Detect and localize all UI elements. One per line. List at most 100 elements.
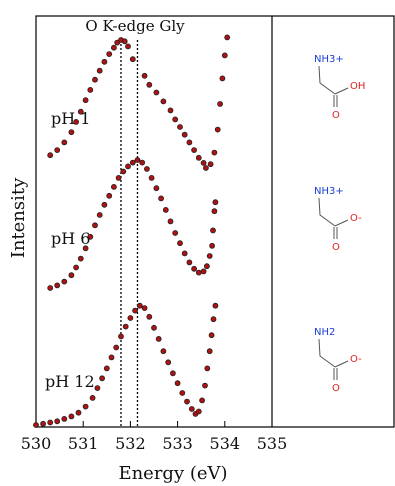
data-point [141,72,148,79]
data-point [73,264,79,271]
x-tick-label: 535 [257,434,288,453]
data-point [206,253,213,259]
data-point [47,285,54,291]
data-point [103,365,110,372]
data-point [132,307,139,314]
data-point [111,183,117,190]
data-point [188,406,195,412]
x-tick-label: 532 [115,434,146,453]
data-point [153,89,160,96]
data-point [106,192,113,199]
data-point [94,385,101,392]
data-point [134,157,141,163]
acid-group: O- [350,354,362,365]
bond [318,65,336,95]
carbonyl-oxygen: O [332,383,340,394]
data-point [77,255,84,262]
data-point [172,116,179,123]
molecule-structures: NH3+ OH O NH3+ O- O NH2 O- O [314,54,365,394]
data-point [155,335,162,342]
reference-lines [120,40,139,427]
data-point [151,324,157,331]
carbonyl-oxygen: O [332,242,340,253]
data-point [167,107,174,114]
data-point [68,413,75,420]
data-point [111,44,117,51]
data-point [115,174,122,181]
data-point [122,323,129,330]
x-axis-label: Energy (eV) [118,463,227,484]
data-point [199,397,206,404]
data-point [209,242,216,249]
data-point [172,230,179,236]
data-point [87,87,94,93]
data-point [212,302,219,309]
data-point [73,119,79,125]
data-point [113,344,120,351]
data-point [61,415,68,422]
data-point [203,263,210,270]
data-point [136,302,143,309]
data-point [125,43,131,50]
x-tick-label: 533 [162,434,193,453]
data-point [92,76,98,83]
acid-group: OH [350,81,365,92]
data-point [139,159,146,166]
data-point [181,250,188,257]
data-point [174,380,181,387]
data-points [33,34,231,428]
data-point [200,159,207,166]
data-point [54,147,61,154]
data-point [82,97,89,104]
data-point [61,139,68,146]
data-point [167,218,174,225]
amine-group: NH3+ [314,54,344,65]
data-point [162,206,169,213]
data-point [221,52,228,59]
data-point [101,58,108,65]
data-point [47,152,54,159]
data-point [33,422,39,428]
data-point [202,382,208,389]
molecule-1: NH3+ OH O [314,54,365,121]
data-point [61,278,68,285]
data-point [40,420,46,427]
amine-group: NH2 [314,327,335,338]
data-point [195,154,202,161]
data-point [207,161,214,168]
data-point [75,409,82,416]
plot-frame [35,15,395,428]
data-point [120,168,127,175]
data-point [148,174,155,181]
molecule-3: NH2 O- O [314,327,362,394]
bond [334,360,349,368]
carbonyl-oxygen: O [332,110,340,121]
data-point [101,201,108,208]
acid-group: O- [350,213,362,224]
data-point [177,124,183,130]
data-point [179,390,186,396]
data-point [202,165,209,171]
data-point [191,265,198,272]
data-point [210,227,216,234]
data-point [108,354,115,361]
data-point [206,348,213,355]
data-point [146,81,153,88]
data-point [208,332,215,339]
data-point [89,394,96,401]
data-point [96,212,103,218]
data-point [165,359,172,366]
data-point [181,131,188,138]
data-point [129,56,136,63]
data-point [211,208,218,215]
data-point [47,419,54,426]
data-point [143,166,150,172]
data-point [214,126,221,133]
series-1 [47,34,231,171]
data-point [212,199,219,206]
data-point [195,269,202,276]
data-point [200,268,207,275]
data-point [210,316,217,323]
series-2 [47,157,219,291]
